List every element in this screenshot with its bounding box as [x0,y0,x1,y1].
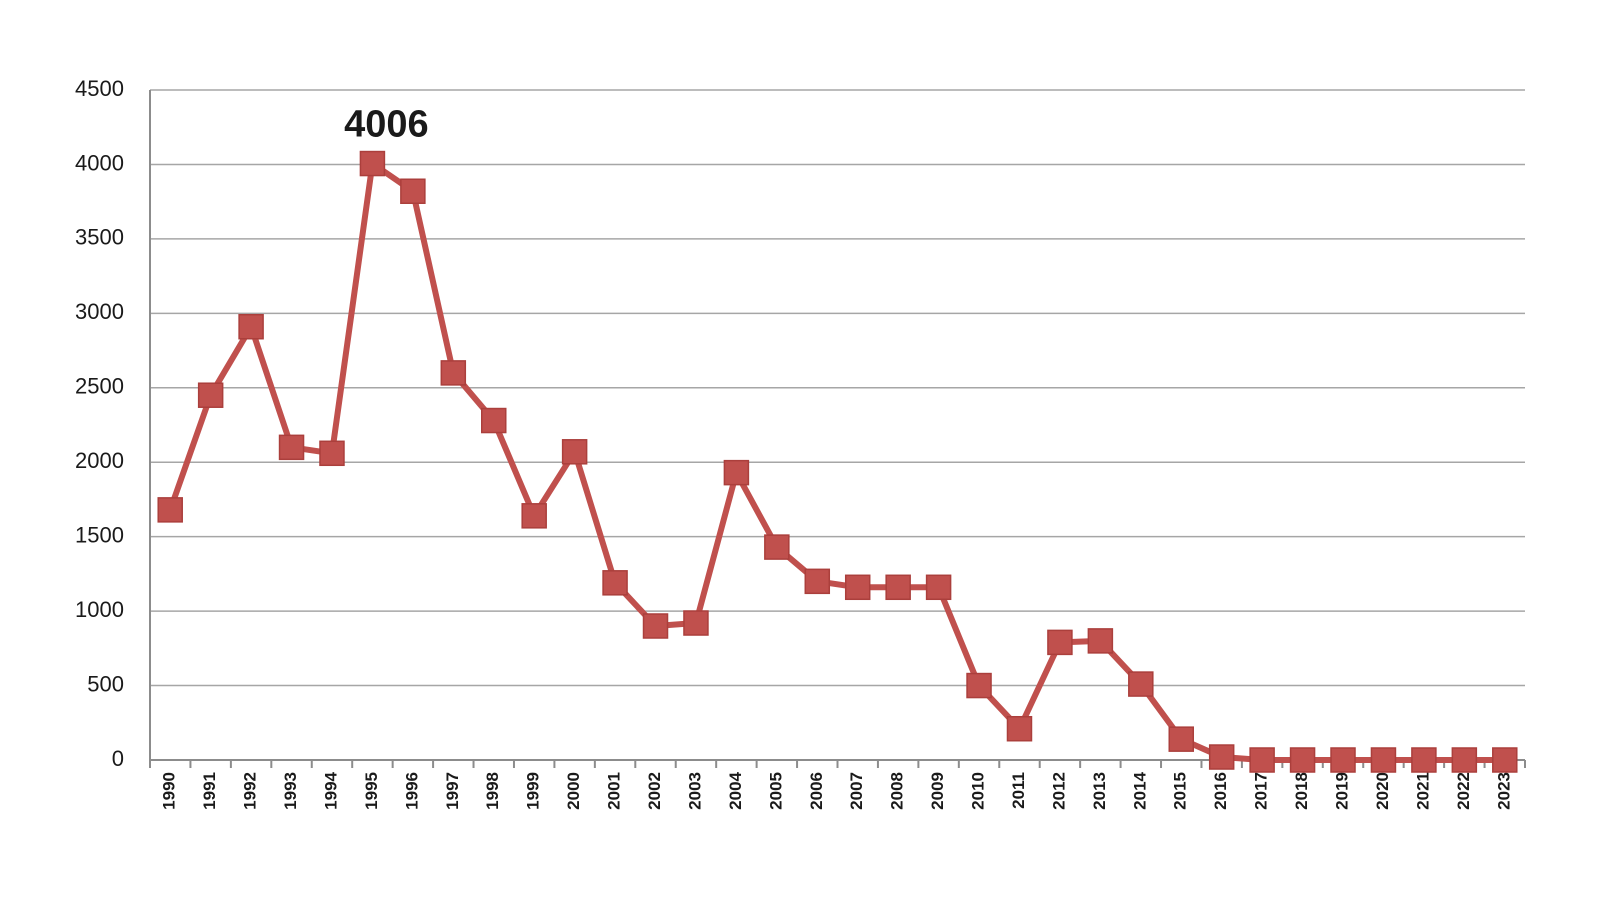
x-tick-label: 2003 [685,772,704,810]
x-tick-label: 2005 [766,772,785,810]
x-tick-label: 2022 [1454,772,1473,810]
x-tick-label: 2019 [1332,772,1351,810]
x-tick-label: 2008 [888,772,907,810]
y-tick-label: 2000 [75,448,124,473]
x-tick-label: 1994 [321,771,340,809]
y-tick-label: 500 [87,671,124,696]
y-tick-label: 0 [112,746,124,771]
series-line [167,160,1505,763]
x-tick-label: 2017 [1252,772,1271,810]
x-tick-label: 1998 [483,772,502,810]
data-point-marker [1330,747,1356,773]
x-tick-label: 1996 [402,772,421,810]
x-tick-label: 2021 [1413,772,1432,810]
data-point-marker [400,178,426,204]
data-point-marker [157,497,183,523]
data-point-marker [238,313,264,340]
data-point-marker [1451,747,1478,773]
data-point-marker [319,440,345,467]
x-tick-label: 2006 [807,772,826,810]
data-point-marker [1006,715,1033,742]
x-tick-label: 2000 [564,772,583,810]
gridlines [150,89,1525,687]
data-point-marker [521,503,547,529]
data-series [157,150,1518,773]
data-point-marker [764,534,790,560]
x-tick-label: 2010 [969,772,988,810]
data-point-marker [1208,744,1235,770]
data-point-marker [1168,726,1194,752]
data-point-marker [683,610,709,636]
x-tick-label: 1991 [200,772,219,810]
data-point-marker [885,574,911,601]
data-point-marker [602,570,628,596]
data-point-marker [1370,747,1397,773]
x-tick-label: 2014 [1130,771,1149,809]
data-point-marker [1249,747,1275,773]
data-point-marker [440,360,467,386]
y-tick-label: 1000 [75,597,124,622]
x-tick-label: 1993 [281,772,300,810]
y-tick-label: 1500 [75,522,124,547]
y-tick-label: 4500 [75,76,124,101]
data-point-marker [723,459,750,486]
x-tick-label: 2013 [1090,772,1109,810]
axes [149,90,1526,768]
x-tick-label: 2002 [645,772,664,810]
y-tick-label: 3500 [75,225,124,250]
x-tick-label: 2004 [726,771,745,809]
data-point-marker [359,150,386,177]
x-axis-tick-labels: 1990 1991 1992 1993 1994 1995 1996 1997 1998 1999… [160,771,1514,809]
x-tick-label: 2016 [1211,772,1230,810]
data-point-marker [804,568,831,595]
data-point-marker [1128,671,1154,697]
x-tick-label: 1997 [443,772,462,810]
data-point-marker [1047,629,1073,656]
data-point-marker [278,434,305,461]
x-tick-label: 1990 [160,772,179,810]
x-tick-label: 2001 [605,772,624,810]
annotations: 4006 [344,104,429,146]
data-point-marker [561,439,588,465]
data-point-marker [966,672,992,699]
data-point-marker [197,382,224,408]
x-tick-label: 2007 [847,772,866,810]
x-tick-label: 2020 [1373,772,1392,810]
y-axis-tick-labels: 0 500 1000 1500 2000 2500 3000 3500 4000 4500 [75,76,124,771]
data-point-marker [1492,747,1518,773]
y-tick-label: 3000 [75,299,124,324]
y-tick-label: 4000 [75,150,124,175]
data-label: 4006 [344,104,429,146]
x-tick-label: 2012 [1049,772,1068,810]
x-tick-label: 2015 [1171,772,1190,810]
x-tick-label: 2009 [928,772,947,810]
data-point-marker [1087,628,1114,654]
y-tick-label: 2500 [75,374,124,399]
x-tick-label: 1992 [241,772,260,810]
data-point-marker [1289,747,1316,773]
data-point-marker [642,613,669,639]
x-tick-label: 1995 [362,772,381,810]
x-tick-label: 2011 [1009,772,1028,809]
data-point-marker [844,574,871,601]
x-tick-label: 1999 [524,772,543,810]
data-point-marker [925,574,952,601]
x-tick-label: 2018 [1292,772,1311,810]
data-point-marker [1411,747,1437,773]
x-tick-label: 2023 [1494,772,1513,810]
data-point-marker [481,407,507,434]
